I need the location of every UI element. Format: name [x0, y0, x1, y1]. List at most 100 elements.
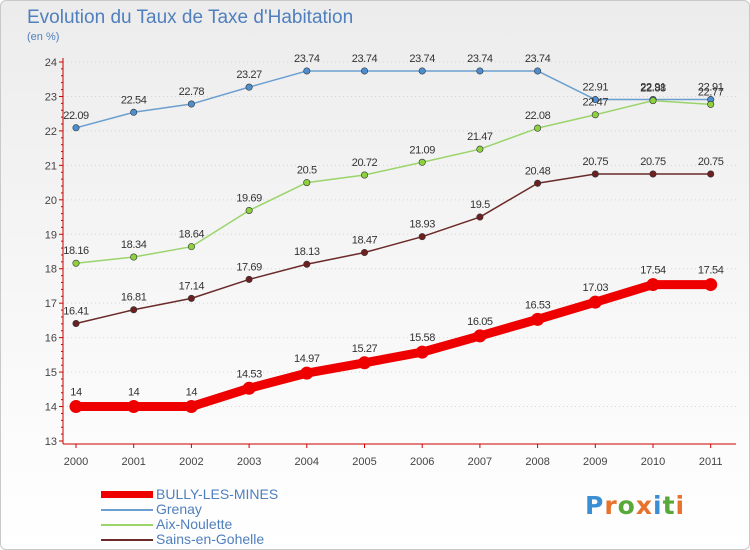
y-tick-label: 21 — [45, 160, 57, 172]
data-point — [187, 100, 195, 108]
legend-swatch — [101, 539, 153, 541]
y-tick-label: 15 — [45, 367, 57, 379]
legend-label: Sains-en-Gohelle — [156, 531, 265, 547]
legend-item: BULLY-LES-MINES — [101, 486, 361, 502]
data-point — [187, 294, 195, 302]
logo-letter: i — [653, 491, 663, 520]
chart-title: Evolution du Taux de Taxe d'Habitation — [27, 7, 354, 28]
data-label: 22.09 — [63, 110, 89, 122]
data-point — [591, 111, 599, 119]
data-label: 18.47 — [352, 235, 378, 247]
y-tick-label: 23 — [45, 91, 57, 103]
data-label: 17.69 — [236, 261, 262, 273]
x-tick-label: 2007 — [468, 456, 492, 468]
data-point — [72, 124, 80, 132]
data-point — [418, 158, 426, 166]
data-point — [130, 306, 138, 314]
data-point — [415, 345, 429, 359]
x-tick-label: 2001 — [121, 456, 145, 468]
logo-letter: t — [662, 491, 676, 520]
data-point — [534, 124, 542, 132]
data-label: 16.81 — [121, 292, 147, 304]
data-label: 20.75 — [640, 156, 666, 168]
data-label: 14 — [70, 387, 82, 399]
data-label: 20.75 — [698, 156, 724, 168]
data-point — [72, 259, 80, 267]
data-label: 17.54 — [640, 265, 666, 277]
data-label: 22.47 — [583, 97, 609, 109]
legend-item: Sains-en-Gohelle — [101, 531, 361, 547]
series-line — [75, 173, 712, 325]
data-point — [360, 249, 368, 257]
data-point — [704, 278, 718, 292]
data-point — [184, 400, 198, 414]
x-tick-label: 2011 — [699, 456, 723, 468]
data-label: 15.58 — [409, 332, 435, 344]
data-point — [649, 97, 657, 105]
data-point — [534, 67, 542, 75]
y-tick-label: 19 — [45, 229, 57, 241]
series-line — [71, 280, 716, 412]
x-tick-label: 2003 — [237, 456, 261, 468]
data-label: 23.74 — [409, 53, 435, 65]
chart-unit-label: (en %) — [27, 31, 60, 43]
data-label: 20.72 — [352, 157, 378, 169]
logo-letter: x — [635, 491, 653, 520]
legend-item: Aix-Noulette — [101, 516, 361, 532]
data-label: 18.16 — [63, 245, 89, 257]
data-point — [72, 320, 80, 328]
data-label: 16.53 — [525, 299, 551, 311]
data-point — [707, 170, 715, 178]
data-point — [473, 329, 487, 343]
series-line — [75, 99, 712, 264]
data-label: 14.53 — [236, 368, 262, 380]
data-label: 17.03 — [583, 282, 609, 294]
data-point — [476, 145, 484, 153]
x-tick-label: 2008 — [525, 456, 549, 468]
data-label: 14 — [128, 387, 140, 399]
legend-label: Aix-Noulette — [156, 516, 233, 532]
data-point — [245, 275, 253, 283]
data-point — [127, 400, 141, 414]
data-label: 21.47 — [467, 131, 493, 143]
data-point — [360, 67, 368, 75]
data-point — [418, 233, 426, 241]
logo-letter: i — [675, 491, 686, 520]
data-point — [476, 213, 484, 221]
x-tick-label: 2006 — [410, 456, 434, 468]
data-point — [360, 171, 368, 179]
data-label: 22.78 — [179, 86, 205, 98]
y-tick-label: 20 — [45, 195, 57, 207]
data-point — [300, 366, 314, 380]
legend-label: Grenay — [156, 501, 202, 517]
data-label: 23.27 — [236, 69, 262, 81]
data-point — [358, 356, 371, 370]
data-label: 18.64 — [179, 229, 205, 241]
data-point — [534, 179, 542, 187]
data-label: 22.88 — [640, 83, 666, 95]
x-tick-label: 2005 — [352, 456, 376, 468]
data-label: 21.09 — [409, 144, 435, 156]
data-point — [245, 206, 253, 214]
data-label: 22.54 — [121, 94, 147, 106]
data-label: 20.75 — [583, 156, 609, 168]
proxiti-logo: Proxiti — [585, 491, 685, 520]
data-point — [130, 108, 138, 116]
data-point — [649, 170, 657, 178]
y-tick-label: 18 — [45, 264, 57, 276]
y-tick-label: 17 — [45, 298, 57, 310]
legend-swatch — [101, 509, 153, 511]
logo-letter: o — [617, 491, 636, 520]
data-point — [646, 278, 660, 292]
data-label: 19.69 — [236, 192, 262, 204]
data-label: 22.77 — [698, 86, 724, 98]
data-point — [303, 260, 311, 268]
data-label: 22.91 — [583, 82, 609, 94]
data-label: 15.27 — [352, 343, 378, 355]
data-label: 22.91 — [698, 82, 724, 94]
data-label: 16.41 — [63, 306, 89, 318]
legend-label: BULLY-LES-MINES — [156, 486, 279, 502]
logo-letter: r — [604, 491, 618, 520]
